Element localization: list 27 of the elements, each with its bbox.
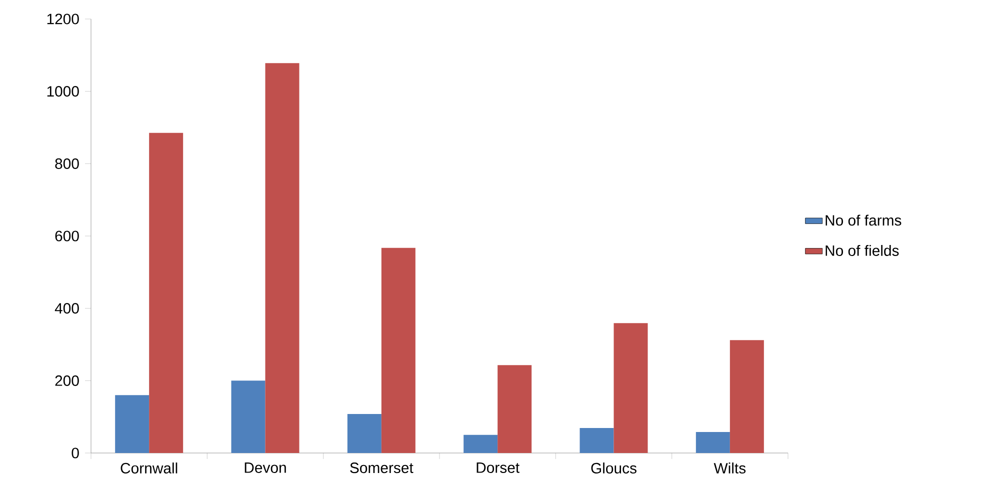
- bar: [464, 434, 498, 453]
- bar: [730, 340, 764, 453]
- y-tick-label: 200: [55, 375, 79, 386]
- bar: [614, 323, 648, 453]
- x-tick-label: Wilts: [714, 462, 746, 474]
- bar: [580, 428, 614, 453]
- legend-label: No of farms: [826, 214, 902, 226]
- x-tick-label: Somerset: [350, 462, 414, 474]
- bar: [231, 380, 266, 453]
- y-tick-label: 1200: [47, 14, 79, 24]
- y-tick-label: 800: [55, 158, 79, 169]
- bar: [498, 365, 532, 453]
- bar: [265, 63, 300, 453]
- legend-label: No of fields: [826, 244, 899, 256]
- y-tick-label: 1000: [47, 86, 79, 97]
- bar: [347, 414, 382, 453]
- x-tick-label: Cornwall: [120, 462, 178, 474]
- y-tick-label: 600: [55, 230, 79, 242]
- x-tick-label: Dorset: [476, 462, 520, 473]
- x-tick-label: Devon: [244, 462, 286, 473]
- bar: [115, 395, 150, 453]
- y-tick-label: 0: [72, 448, 79, 458]
- x-tick-label: Gloucs: [591, 462, 636, 474]
- bar: [696, 432, 730, 453]
- y-tick-label: 400: [54, 303, 79, 314]
- bar: [381, 248, 416, 453]
- bar: [149, 132, 184, 453]
